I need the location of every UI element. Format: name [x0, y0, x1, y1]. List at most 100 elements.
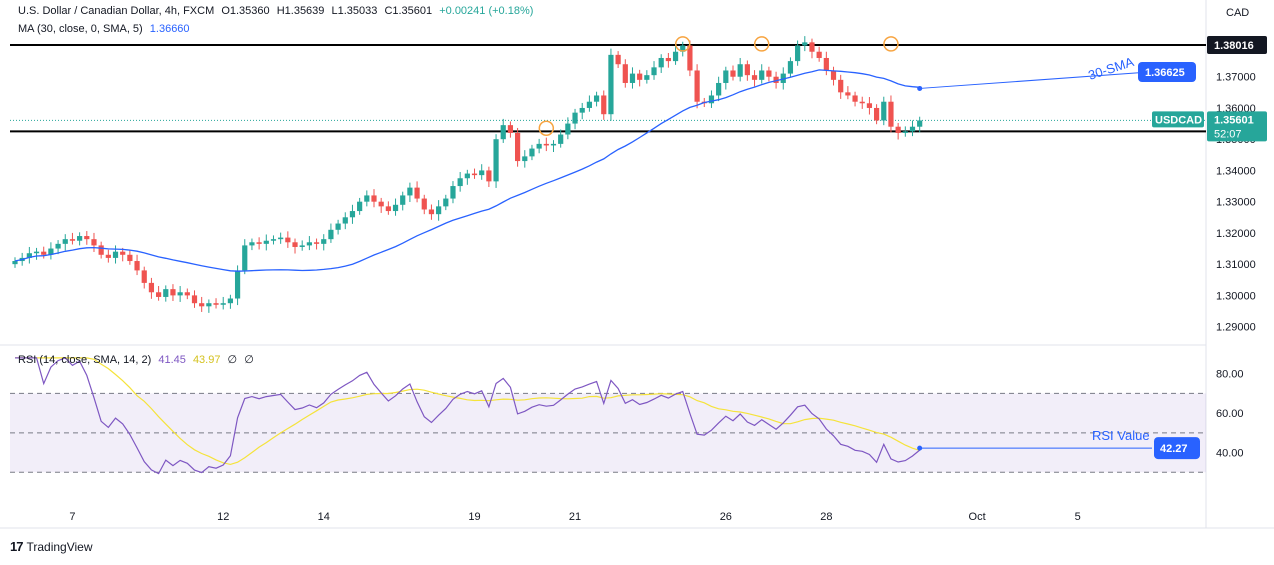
candle-body — [98, 245, 104, 255]
candle-body — [572, 112, 578, 124]
rsi-value: 41.45 — [158, 354, 186, 366]
candle-body — [400, 195, 406, 205]
rsi-tick-label: 60.00 — [1216, 408, 1244, 420]
candle-body — [278, 237, 284, 240]
candle-body — [464, 173, 470, 179]
rsi-extra1: ∅ — [227, 354, 238, 366]
candle-body — [859, 101, 865, 104]
time-tick-label: 14 — [318, 511, 330, 523]
symbol-title: U.S. Dollar / Canadian Dollar, 4h, FXCM — [18, 5, 215, 17]
candle-body — [227, 298, 233, 304]
candle-body — [213, 303, 219, 305]
ma-label-box — [1138, 62, 1196, 82]
rsi-line — [15, 357, 921, 475]
tradingview-logo-icon: 17 — [10, 539, 24, 554]
time-tick-label: 26 — [720, 511, 732, 523]
candle-body — [845, 92, 851, 96]
candles — [12, 36, 923, 313]
candle-body — [795, 45, 801, 62]
footer-branding[interactable]: 17 TradingView — [10, 539, 93, 554]
last-price-box — [1207, 111, 1267, 142]
candle-body — [177, 292, 183, 296]
candle-body — [787, 61, 794, 74]
candle-body — [687, 45, 693, 71]
candle-body — [680, 45, 686, 52]
candle-body — [242, 245, 248, 271]
time-tick-label: 12 — [217, 511, 229, 523]
change-value: +0.00241 (+0.18%) — [439, 5, 534, 17]
candle-body — [313, 242, 320, 244]
candle-body — [220, 303, 226, 305]
candle-body — [830, 70, 837, 80]
candle-body — [371, 195, 377, 202]
candle-body — [902, 131, 908, 133]
candle-body — [256, 242, 262, 244]
ma-legend: MA (30, close, 0, SMA, 5) 1.36660 — [18, 23, 194, 35]
candle-body — [536, 143, 542, 149]
candle-body — [500, 125, 506, 140]
symbol-label: USDCAD — [1155, 114, 1202, 126]
candle-body — [737, 64, 743, 77]
level-touch-marker — [753, 36, 770, 52]
candle-body — [457, 178, 463, 187]
symbol-label-box — [1152, 111, 1204, 128]
rsi-axis: 40.00 60.00 80.00 — [1216, 369, 1244, 460]
price-tick-label: 1.33000 — [1216, 197, 1256, 209]
time-tick-label: 21 — [569, 511, 581, 523]
candle-body — [507, 125, 514, 133]
time-axis: 7 12 14 19 21 26 28 Oct 5 — [69, 511, 1080, 523]
rsi-label: RSI (14, close, SMA, 14, 2) — [18, 354, 152, 366]
candle-body — [134, 261, 140, 271]
candle-body — [306, 242, 312, 246]
candle-body — [41, 251, 47, 255]
ma-label-value: 1.36625 — [1145, 67, 1185, 79]
candle-body — [586, 101, 592, 108]
candle-body — [127, 254, 133, 262]
high-value: H1.35639 — [276, 5, 325, 17]
time-tick-label: 7 — [69, 511, 75, 523]
time-tick-label: 19 — [468, 511, 480, 523]
candle-body — [486, 170, 492, 182]
candle-body — [77, 236, 83, 241]
level-touch-marker — [674, 36, 691, 52]
candle-body — [335, 223, 341, 230]
candle-body — [378, 201, 384, 207]
candle-body — [874, 107, 880, 121]
candle-body — [385, 206, 391, 212]
candle-body — [493, 139, 499, 182]
candle-body — [515, 132, 521, 162]
candle-body — [392, 204, 399, 212]
candle-body — [672, 51, 679, 62]
rsi-tick-label: 40.00 — [1216, 448, 1244, 460]
candle-body — [658, 57, 664, 68]
candle-body — [105, 254, 111, 258]
candle-body — [450, 186, 456, 199]
candle-body — [802, 42, 808, 46]
candle-body — [443, 198, 449, 207]
candle-body — [407, 187, 413, 196]
candle-body — [328, 229, 334, 240]
candle-body — [234, 270, 241, 299]
candle-body — [26, 253, 32, 258]
candle-body — [163, 289, 169, 297]
candle-body — [565, 123, 571, 135]
candle-body — [292, 242, 298, 247]
candle-body — [665, 57, 671, 62]
candle-body — [436, 206, 442, 215]
candle-body — [471, 173, 478, 176]
ma-line — [14, 69, 920, 272]
price-legend: U.S. Dollar / Canadian Dollar, 4h, FXCM … — [18, 5, 537, 17]
candle-body — [414, 187, 420, 199]
candle-body — [170, 289, 176, 296]
price-tick-label: 1.32000 — [1216, 228, 1256, 240]
candle-body — [48, 248, 54, 255]
candle-body — [694, 70, 700, 102]
candle-body — [881, 101, 887, 121]
candle-body — [608, 54, 614, 115]
rsi-tick-label: 80.00 — [1216, 369, 1244, 381]
candle-body — [191, 295, 198, 304]
candle-body — [838, 79, 844, 93]
candle-body — [895, 126, 901, 133]
level-touch-marker — [883, 36, 899, 52]
